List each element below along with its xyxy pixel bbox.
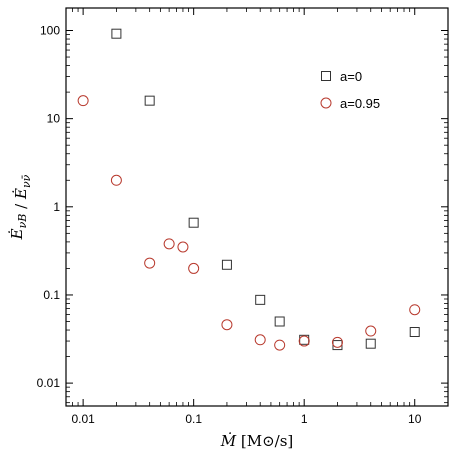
y-tick-label: 10 xyxy=(47,112,61,126)
data-point-circle xyxy=(188,262,200,274)
x-tick-label: 0.01 xyxy=(71,412,95,426)
data-point-circle xyxy=(331,336,343,348)
x-tick-label: 10 xyxy=(408,412,422,426)
y-tick-label: 0.01 xyxy=(37,376,61,390)
y-tick-label: 0.1 xyxy=(43,288,60,302)
data-point-square xyxy=(221,259,232,270)
y-tick-label: 100 xyxy=(40,24,60,38)
legend: a=0 a=0.95 xyxy=(320,69,380,111)
x-tick-label: 0.1 xyxy=(185,412,202,426)
x-tick-label: 1 xyxy=(301,412,308,426)
data-point-circle xyxy=(274,339,286,351)
data-point-square xyxy=(274,316,285,327)
legend-label: a=0.95 xyxy=(340,96,380,111)
y-tick-label: 1 xyxy=(53,200,60,214)
ticks-layer: 0.01 0.1 1 10 0.01 0.1 1 10 100 xyxy=(37,8,448,426)
data-point-square xyxy=(255,294,266,305)
data-point-circle xyxy=(254,334,266,346)
points-layer xyxy=(77,28,421,351)
data-point-square xyxy=(111,28,122,39)
data-point-circle xyxy=(365,325,377,337)
y-axis-label: ĖνB / Ėνν̄ xyxy=(8,174,33,240)
legend-label: a=0 xyxy=(340,69,362,84)
data-point-square xyxy=(144,95,155,106)
data-point-square xyxy=(188,217,199,228)
data-point-square xyxy=(365,338,376,349)
data-point-circle xyxy=(409,304,421,316)
data-point-circle xyxy=(163,238,175,250)
legend-marker-square xyxy=(321,71,331,81)
x-axis-label: Ṁ [M⊙/s] xyxy=(220,432,294,450)
plot-frame xyxy=(65,7,449,407)
data-point-circle xyxy=(77,95,89,107)
data-point-circle xyxy=(298,335,310,347)
data-point-circle xyxy=(177,241,189,253)
data-point-circle xyxy=(110,174,122,186)
data-point-circle xyxy=(221,319,233,331)
data-point-square xyxy=(409,327,420,338)
data-point-square xyxy=(332,340,343,351)
data-point-circle xyxy=(144,257,156,269)
legend-marker-circle xyxy=(320,97,332,109)
